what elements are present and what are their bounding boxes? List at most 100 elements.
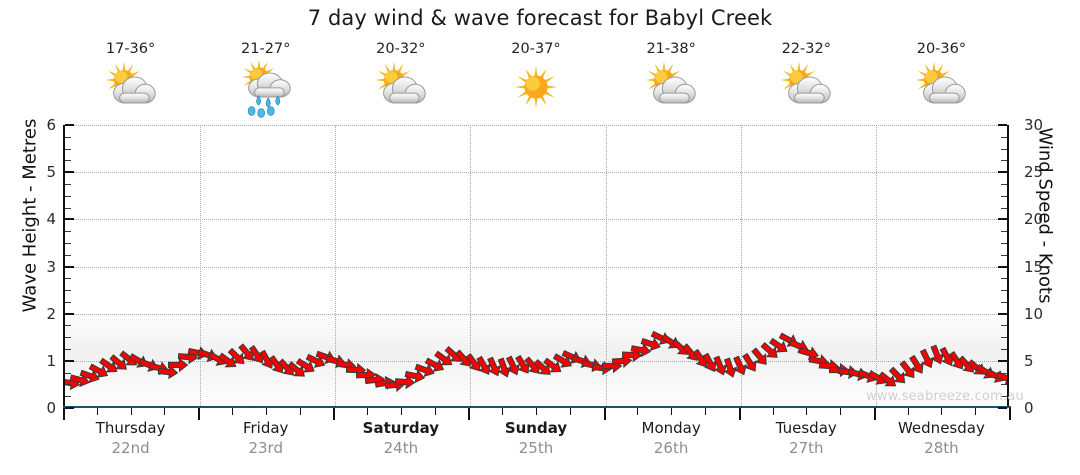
right-axis-tick: [1001, 195, 1007, 197]
day-date: 27th: [789, 439, 824, 457]
left-axis-title: Wave Height - Metres: [19, 118, 41, 313]
day-boundary-gridline: [605, 125, 607, 408]
x-axis-tick: [570, 408, 571, 415]
right-axis-tick: [1001, 372, 1007, 374]
sun-behind-cloud-icon: [100, 60, 162, 118]
day-boundary-gridline: [875, 125, 877, 408]
right-axis-tick: [1001, 207, 1007, 209]
day-name: Friday: [242, 419, 289, 437]
left-axis-tick: [65, 359, 74, 362]
temperature-range: 20-36°: [916, 41, 967, 57]
x-axis-tick: [468, 408, 470, 420]
right-axis-tick: [1001, 242, 1007, 244]
day-name: Sunday: [504, 419, 568, 437]
horizontal-gridline: [65, 313, 1007, 315]
right-axis-tick: [1001, 183, 1007, 185]
left-axis-tick: [65, 290, 71, 292]
sun-behind-cloud-icon: [910, 60, 972, 118]
sun-cloud-rain-icon: [235, 59, 297, 118]
right-axis-tick: [1001, 136, 1007, 138]
day-date: 22nd: [111, 439, 150, 457]
day-header-friday: 21-27°: [198, 40, 333, 122]
x-axis-tick: [1009, 408, 1011, 420]
temperature-range: 21-38°: [646, 41, 696, 57]
temperature-range: 20-37°: [511, 41, 561, 57]
x-axis-tick: [739, 408, 741, 420]
left-axis-tick-label: 1: [46, 351, 56, 370]
left-axis-tick: [65, 218, 74, 221]
day-date: 26th: [653, 439, 689, 457]
x-axis-tick: [908, 408, 909, 415]
day-label-sunday: Sunday 25th: [468, 419, 603, 471]
right-axis-tick: [998, 312, 1007, 315]
left-axis-tick-label: 2: [46, 304, 56, 323]
day-header-wednesday: 20-36°: [874, 40, 1009, 122]
x-axis-tick: [266, 408, 267, 415]
x-axis-tick: [367, 408, 368, 415]
x-axis-tick: [773, 408, 774, 415]
day-date: 25th: [518, 439, 554, 457]
x-axis-tick: [975, 408, 976, 415]
x-axis-tick: [671, 408, 672, 415]
right-axis-tick: [998, 218, 1007, 221]
horizontal-gridline: [65, 172, 1007, 174]
day-header-sunday: 20-37°: [468, 40, 603, 122]
left-axis-tick: [65, 183, 71, 185]
x-axis-tick: [435, 408, 436, 415]
x-axis-tick: [97, 408, 98, 415]
right-axis-tick: [1001, 337, 1007, 339]
day-date: 24th: [383, 439, 419, 457]
day-label-monday: Monday 26th: [604, 419, 739, 471]
day-header-tuesday: 22-32°: [739, 40, 874, 122]
x-axis-tick: [874, 408, 876, 420]
x-axis-tick: [941, 408, 942, 415]
left-axis-tick-label: 4: [46, 210, 56, 229]
left-axis-tick: [65, 278, 71, 280]
right-axis-tick: [998, 359, 1007, 362]
day-boundary-gridline: [335, 125, 337, 408]
day-name: Saturday: [362, 419, 440, 437]
x-axis-tick: [705, 408, 706, 415]
left-axis-tick-label: 6: [46, 116, 56, 134]
day-label-tuesday: Tuesday 27th: [739, 419, 874, 471]
right-axis-tick: [1001, 396, 1007, 398]
day-header-saturday: 20-32°: [333, 40, 468, 122]
temperature-range: 17-36°: [105, 41, 156, 57]
left-axis-tick: [65, 207, 71, 209]
left-axis-tick: [65, 242, 71, 244]
right-axis-tick: [998, 265, 1007, 268]
x-axis-tick: [63, 408, 65, 420]
day-boundary-gridline: [740, 125, 742, 408]
right-axis-tick-label: 10: [1024, 304, 1044, 323]
plot-area: [63, 125, 1009, 408]
x-axis-tick: [164, 408, 165, 415]
left-axis-tick: [65, 231, 71, 233]
left-axis-tick: [65, 396, 71, 398]
day-name: Monday: [641, 419, 701, 437]
x-axis-tick: [232, 408, 233, 415]
right-axis-tick: [1001, 148, 1007, 150]
horizontal-gridline: [65, 125, 1007, 126]
x-axis-tick: [536, 408, 537, 415]
right-axis-tick: [1001, 349, 1007, 351]
right-axis-tick: [1001, 384, 1007, 386]
day-label-friday: Friday 23rd: [198, 419, 333, 471]
left-axis-tick: [65, 195, 71, 197]
day-header-strip: 17-36° 21-27°: [63, 40, 1009, 122]
left-axis-tick: [65, 349, 71, 351]
bottom-axis-line: [63, 406, 1011, 408]
temperature-range: 21-27°: [241, 41, 291, 57]
right-axis-tick-label: 15: [1024, 257, 1044, 276]
sun-behind-cloud-icon: [775, 60, 837, 118]
left-axis-tick: [65, 160, 71, 162]
day-name: Thursday: [95, 419, 166, 437]
x-axis-tick: [198, 408, 200, 420]
day-header-monday: 21-38°: [604, 40, 739, 122]
x-axis-tick: [131, 408, 132, 415]
left-axis-tick: [65, 372, 71, 374]
left-axis-tick: [65, 325, 71, 327]
right-axis-tick-label: 0: [1024, 399, 1034, 417]
left-axis-tick: [65, 312, 74, 315]
right-axis-tick: [1001, 160, 1007, 162]
